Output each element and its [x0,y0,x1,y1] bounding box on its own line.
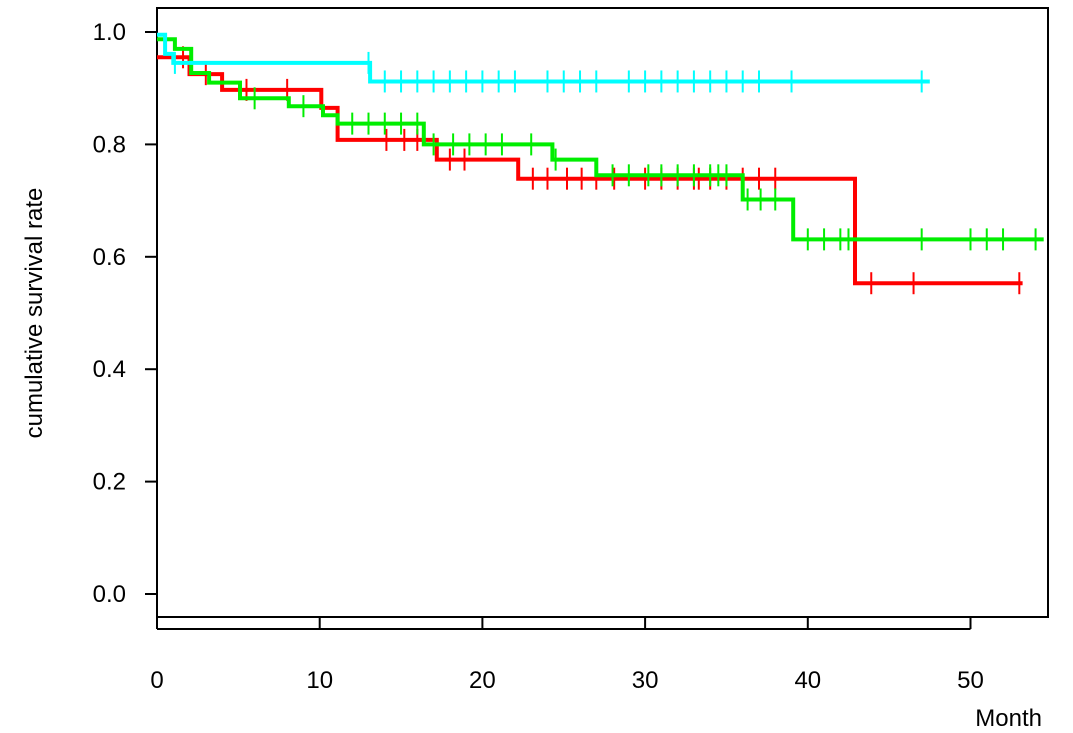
survival-curve [157,32,930,84]
x-tick-label: 30 [632,667,659,694]
x-tick-label: 50 [957,667,984,694]
x-tick-label: 40 [794,667,821,694]
y-tick-label: 0.0 [93,581,126,608]
series-layer [157,32,1044,295]
y-tick-label: 0.8 [93,131,126,158]
survival-curve [157,37,1044,242]
y-tick-label: 1.0 [93,19,126,46]
y-axis-title: cumulative survival rate [21,188,48,439]
x-axis-title: Month [975,705,1042,732]
x-tick-label: 10 [306,667,333,694]
series-3 [157,32,930,93]
y-axis: 0.0 0.2 0.4 0.6 0.8 1.0 [93,19,158,608]
y-tick-label: 0.4 [93,356,126,383]
y-tick-label: 0.2 [93,469,126,496]
x-tick-label: 0 [150,667,163,694]
y-tick-label: 0.6 [93,244,126,271]
series-2 [157,37,1044,251]
x-axis: 0 10 20 30 40 50 [150,617,984,694]
x-tick-label: 20 [469,667,496,694]
